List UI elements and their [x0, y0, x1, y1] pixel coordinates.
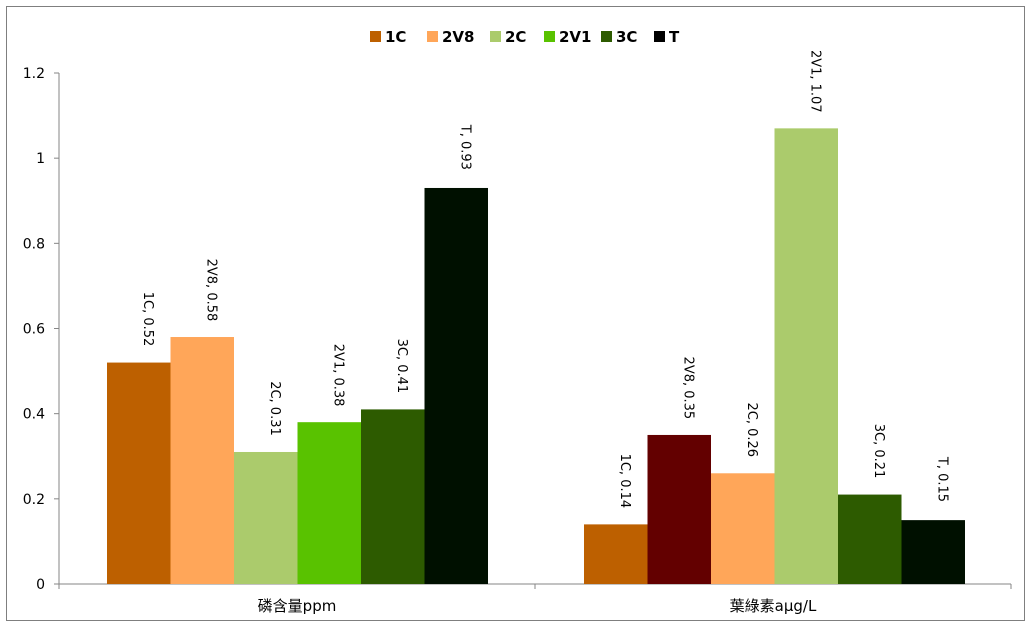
bar [361, 409, 425, 584]
legend-label: 3C [616, 28, 637, 46]
data-label: T, 0.15 [934, 456, 949, 502]
bar [424, 187, 488, 584]
bar [234, 451, 298, 584]
x-category-label: 磷含量ppm [258, 597, 337, 615]
bar [647, 434, 711, 584]
bar [901, 520, 965, 584]
data-label: 2C, 0.31 [267, 381, 282, 436]
legend-label: 2V8 [442, 28, 474, 46]
legend-label: 2C [505, 28, 526, 46]
legend-swatch [654, 31, 665, 42]
bar [774, 128, 838, 584]
y-tick-label: 1 [36, 151, 45, 167]
legend-swatch [427, 31, 438, 42]
legend-swatch [544, 31, 555, 42]
legend-label: T [669, 28, 680, 46]
legend-swatch [370, 31, 381, 42]
bar [297, 422, 361, 584]
data-label: T, 0.93 [457, 124, 472, 170]
bar [584, 524, 648, 584]
data-label: 3C, 0.21 [871, 424, 886, 479]
y-tick-label: 0.6 [23, 322, 45, 338]
data-label: 1C, 0.14 [617, 454, 632, 509]
data-label: 2V1, 1.07 [807, 50, 822, 113]
bar [170, 337, 234, 584]
legend-label: 1C [385, 28, 406, 46]
bar [711, 473, 775, 584]
bar [107, 362, 171, 584]
y-tick-label: 0 [36, 577, 45, 593]
data-label: 2C, 0.26 [744, 402, 759, 457]
data-label: 2V8, 0.58 [203, 259, 218, 322]
data-label: 2V8, 0.35 [680, 357, 695, 420]
legend-swatch [601, 31, 612, 42]
legend-swatch [490, 31, 501, 42]
y-tick-label: 1.2 [23, 66, 45, 82]
x-category-label: 葉綠素aμg/L [730, 597, 817, 615]
bar [838, 494, 902, 584]
data-label: 3C, 0.41 [394, 339, 409, 394]
y-tick-label: 0.4 [23, 407, 45, 423]
data-label: 2V1, 0.38 [330, 344, 345, 407]
data-label: 1C, 0.52 [140, 292, 155, 347]
y-tick-label: 0.2 [23, 492, 45, 508]
y-tick-label: 0.8 [23, 236, 45, 252]
legend-label: 2V1 [559, 28, 591, 46]
